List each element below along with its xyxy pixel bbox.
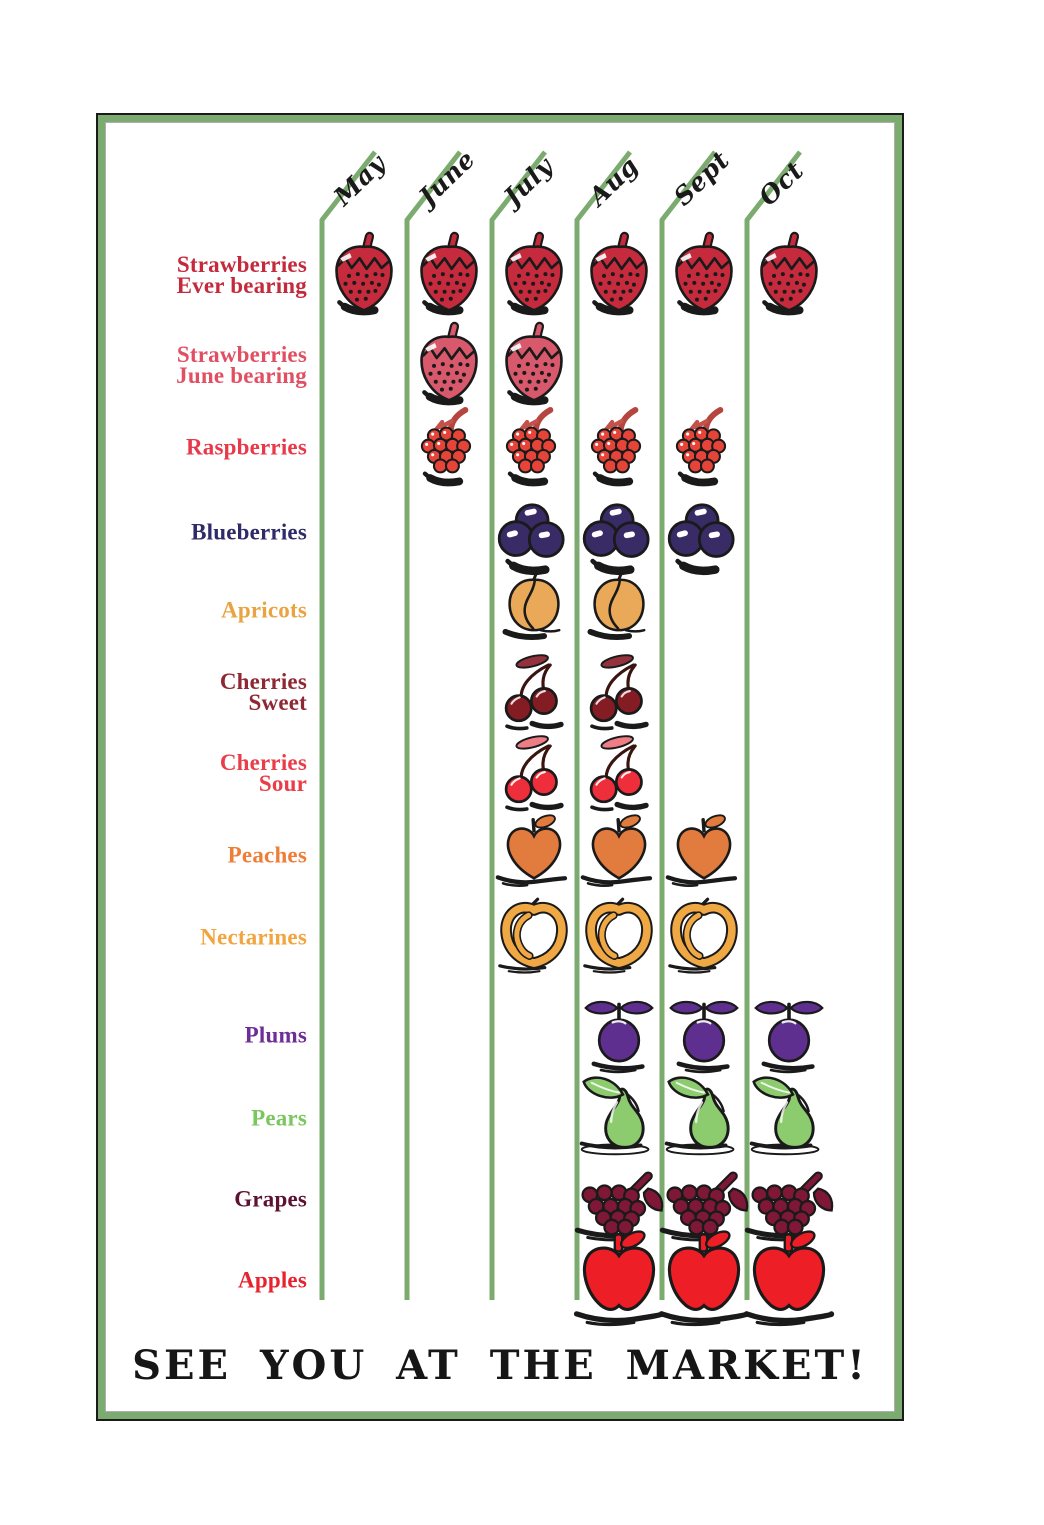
row-label-pears: Pears [251, 1105, 307, 1131]
row-label-line: Strawberries [176, 342, 307, 367]
strawberry-light-icon [405, 321, 493, 409]
row-label-plums: Plums [244, 1022, 307, 1048]
strawberry-icon [575, 231, 663, 319]
apricot-icon [492, 568, 576, 652]
cherries-bright-icon [574, 728, 664, 818]
row-label-line: Cherries [219, 750, 307, 775]
row-label-cherries-sweet: Cherries Sweet [219, 669, 307, 715]
row-label-line: Apples [238, 1267, 307, 1293]
peach-icon [661, 812, 747, 898]
plum-icon [574, 990, 664, 1080]
strawberry-icon [660, 231, 748, 319]
apricot-icon [577, 568, 661, 652]
peach-icon [576, 812, 662, 898]
blueberries-icon [487, 485, 581, 579]
row-label-line: Strawberries [176, 252, 307, 277]
strawberry-light-icon [490, 321, 578, 409]
raspberry-icon [576, 404, 662, 490]
row-label-line: Peaches [227, 842, 307, 868]
cherries-dark-icon [574, 647, 664, 737]
row-label-line: Grapes [234, 1186, 307, 1212]
blueberries-icon [657, 485, 751, 579]
cherries-bright-icon [489, 728, 579, 818]
row-label-line: Sour [258, 771, 307, 796]
nectarine-icon [659, 892, 749, 982]
row-label-line: Blueberries [191, 519, 307, 545]
row-label-line: Apricots [221, 597, 307, 623]
row-label-grapes: Grapes [234, 1186, 307, 1212]
row-label-line: Plums [244, 1022, 307, 1048]
raspberry-icon [491, 404, 577, 490]
row-label-line: Ever bearing [176, 273, 307, 298]
row-label-apricots: Apricots [221, 597, 307, 623]
row-label-raspberries: Raspberries [185, 434, 307, 460]
row-label-strawberries-ever-bearing: Strawberries Ever bearing [176, 252, 307, 298]
raspberry-icon [661, 404, 747, 490]
apple-icon [736, 1227, 842, 1333]
peach-icon [491, 812, 577, 898]
row-label-strawberries-june-bearing: Strawberries June bearing [176, 342, 307, 388]
row-label-nectarines: Nectarines [200, 924, 307, 950]
strawberry-icon [490, 231, 578, 319]
poster-frame [98, 115, 902, 1419]
row-label-line: Pears [251, 1105, 307, 1131]
raspberry-icon [406, 404, 492, 490]
strawberry-icon [745, 231, 833, 319]
row-label-line: Raspberries [185, 434, 307, 460]
row-label-peaches: Peaches [227, 842, 307, 868]
row-label-line: Cherries [219, 669, 307, 694]
nectarine-icon [574, 892, 664, 982]
strawberry-icon [320, 231, 408, 319]
plum-icon [659, 990, 749, 1080]
plum-icon [744, 990, 834, 1080]
row-label-cherries-sour: Cherries Sour [219, 750, 307, 796]
strawberry-icon [405, 231, 493, 319]
row-label-line: Nectarines [200, 924, 307, 950]
row-label-apples: Apples [238, 1267, 307, 1293]
caption-see-you-at-the-market: SEE YOU AT THE MARKET! [132, 1342, 868, 1389]
row-label-line: Sweet [248, 690, 307, 715]
row-label-line: June bearing [176, 363, 307, 388]
row-label-blueberries: Blueberries [191, 519, 307, 545]
nectarine-icon [489, 892, 579, 982]
cherries-dark-icon [489, 647, 579, 737]
blueberries-icon [572, 485, 666, 579]
